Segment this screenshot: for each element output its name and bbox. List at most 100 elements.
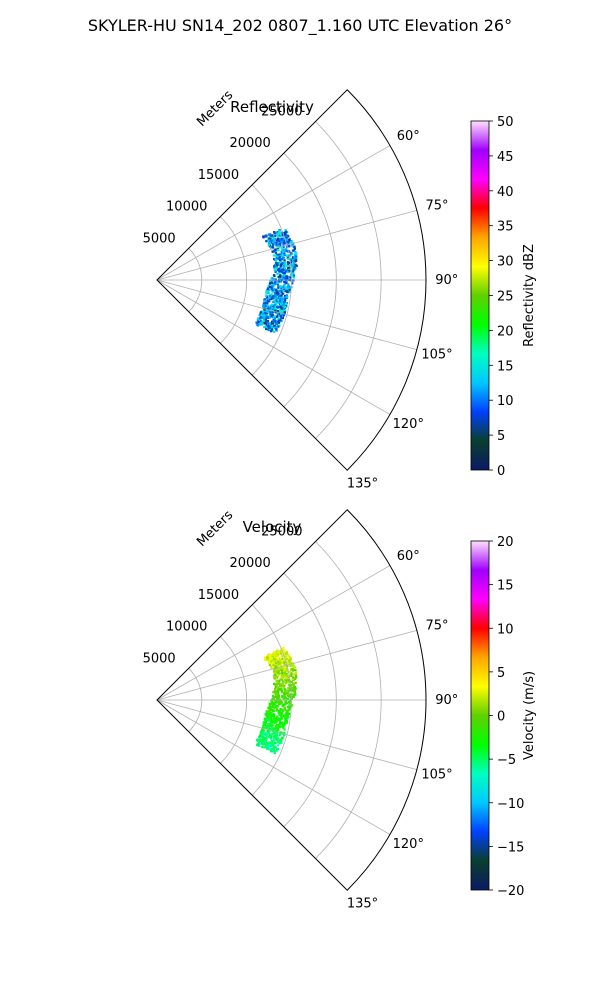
echo-cell	[268, 663, 271, 667]
echo-cell	[282, 256, 285, 260]
echo-cell	[263, 326, 266, 329]
echo-cell	[280, 738, 283, 741]
echo-cell	[282, 277, 285, 280]
echo-cell	[263, 300, 267, 303]
echo-cell	[270, 288, 273, 291]
echo-cell	[267, 660, 270, 663]
colorbar-tick-label: 10	[497, 622, 514, 637]
velocity-panel: Velocity 5000 10000 15000 20000 25000 60° 75°…	[143, 508, 537, 912]
echo-cell	[294, 251, 297, 254]
echo-cell	[286, 713, 289, 716]
echo-cell	[278, 659, 281, 662]
echo-cell	[270, 702, 273, 705]
echo-cell	[284, 286, 288, 289]
echo-cell	[279, 240, 282, 243]
echo-cell	[276, 291, 279, 294]
echo-cell	[266, 316, 269, 319]
echo-cell	[259, 738, 262, 741]
echo-cell	[271, 726, 274, 729]
echo-cell	[275, 245, 278, 248]
echo-cell	[281, 737, 284, 740]
echo-cell	[273, 738, 276, 741]
echo-cell	[266, 656, 269, 659]
echo-cell	[287, 681, 290, 684]
echo-cell	[273, 309, 276, 312]
echo-cell	[273, 324, 276, 327]
echo-cell	[283, 253, 286, 256]
echo-cell	[269, 658, 272, 661]
echo-cell	[276, 660, 279, 663]
azimuth-line	[156, 565, 391, 701]
echo-cell	[263, 310, 266, 314]
echo-cell	[286, 296, 289, 299]
echo-cell	[269, 234, 272, 237]
echo-cell	[266, 287, 270, 290]
echo-cell	[266, 730, 269, 733]
echo-cell	[292, 678, 296, 681]
echo-cell	[274, 734, 277, 737]
echo-cell	[262, 726, 266, 729]
echo-cell	[281, 309, 284, 312]
echo-cell	[285, 676, 288, 679]
echo-cell	[285, 658, 289, 661]
echo-cell	[277, 231, 280, 234]
colorbar-rect	[470, 540, 490, 891]
echo-cell	[294, 687, 297, 690]
echo-cell	[283, 283, 286, 286]
echo-cell	[274, 317, 277, 320]
echo-cell	[279, 688, 283, 691]
echo-cell	[278, 700, 281, 703]
echo-cell	[285, 681, 288, 684]
echo-cell	[277, 298, 280, 301]
radial-tick-label: 15000	[198, 588, 239, 603]
echo-cell	[283, 301, 286, 304]
echo-cell	[277, 744, 280, 747]
echo-cell	[262, 729, 265, 733]
echo-cell	[287, 653, 290, 656]
echo-cell	[258, 744, 261, 747]
echo-cell	[288, 261, 291, 264]
echo-cell	[275, 299, 278, 302]
echo-cell	[282, 667, 285, 670]
echo-cell	[282, 305, 285, 308]
echo-cell	[270, 303, 274, 306]
echo-cell	[287, 244, 291, 247]
echo-cell	[278, 687, 281, 690]
echo-cell	[287, 266, 290, 269]
echo-cell	[283, 673, 286, 676]
echo-cell	[285, 673, 288, 676]
echo-cell	[271, 285, 274, 288]
echo-cell	[277, 284, 280, 287]
echo-cell	[284, 242, 287, 245]
echo-cell	[292, 695, 295, 698]
echo-cell	[282, 696, 285, 699]
echo-cell	[268, 723, 271, 726]
echo-cell	[260, 313, 263, 316]
echo-cell	[259, 740, 262, 743]
echo-cell	[290, 266, 293, 269]
echo-cell	[268, 703, 271, 706]
echo-cell	[263, 656, 266, 659]
echo-cell	[288, 242, 292, 245]
echo-cell	[268, 296, 271, 299]
echo-cell	[281, 684, 284, 687]
echo-cell	[272, 316, 275, 319]
echo-cell	[278, 713, 281, 716]
echo-cell	[282, 303, 285, 306]
echo-cell	[271, 727, 275, 730]
echo-cell	[276, 650, 279, 653]
echo-cell	[288, 238, 291, 241]
echo-cell	[270, 325, 273, 328]
echo-cell	[278, 720, 282, 723]
echo-cell	[291, 704, 294, 707]
echo-cell	[281, 672, 284, 675]
echo-cell	[273, 249, 276, 252]
echo-cell	[276, 655, 279, 658]
echo-cell	[275, 301, 278, 304]
echo-cell	[276, 726, 279, 730]
echo-cell	[289, 264, 292, 267]
echo-cell	[289, 694, 292, 697]
echo-cell	[292, 687, 295, 690]
echo-cell	[277, 679, 280, 682]
echo-cell	[271, 694, 274, 697]
